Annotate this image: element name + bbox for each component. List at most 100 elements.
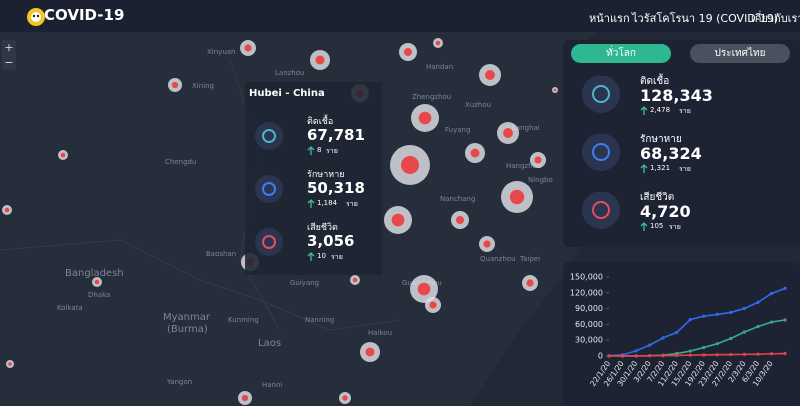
stat-value: 3,056 <box>307 232 355 250</box>
point <box>620 354 625 358</box>
icon-bg <box>582 192 620 229</box>
popup: Hubei - China ติดเชื้อ 67,781 8 ราย รักษาหาย… <box>245 82 382 275</box>
stat-value: 4,720 <box>640 202 691 221</box>
point <box>648 354 652 358</box>
point <box>729 310 733 315</box>
case-bubble-core <box>342 395 348 401</box>
case-bubble-core <box>241 394 249 402</box>
nav-link[interactable]: หน้าแรก <box>589 12 630 25</box>
place-label: Hangzhou <box>506 162 541 170</box>
stat-value: 67,781 <box>307 126 365 144</box>
place-label: Nanning <box>305 316 334 324</box>
point <box>675 353 679 358</box>
place-label: Dhaka <box>88 291 110 299</box>
point <box>769 320 774 324</box>
point <box>742 330 746 334</box>
zoom-in[interactable]: + <box>4 41 14 54</box>
up-arrow <box>307 199 315 208</box>
y-tick-label: 30,000 <box>575 336 603 345</box>
case-bubble-core <box>418 111 432 125</box>
place-label: Kunming <box>228 316 259 324</box>
point <box>756 300 760 304</box>
stat-label: เสียชีวิต <box>307 223 338 233</box>
point <box>648 343 652 347</box>
chart: 030,00060,00090,000120,000150,00022/1/20… <box>570 273 787 388</box>
point <box>607 354 611 358</box>
stat-unit: ราย <box>679 165 691 173</box>
place-label: Handan <box>426 63 453 71</box>
stat-icon <box>582 192 620 229</box>
stat-value: 50,318 <box>307 179 365 197</box>
zoom-out[interactable]: − <box>4 56 14 69</box>
place-label: Bangladesh <box>65 268 124 279</box>
stat-label: รักษาหาย <box>640 134 682 145</box>
point <box>688 353 692 357</box>
case-bubble-core <box>8 362 12 366</box>
logo-text[interactable]: COVID-19 <box>44 6 125 24</box>
case-bubble-core <box>365 347 375 357</box>
stat-icon <box>582 134 620 171</box>
point <box>729 352 733 357</box>
point <box>769 291 774 296</box>
icon-bg <box>255 122 283 150</box>
place-label: (Burma) <box>167 324 208 335</box>
case-bubble-core <box>534 156 542 164</box>
place-label: Xinyuan <box>207 48 235 56</box>
up-arrow <box>640 164 648 173</box>
point <box>756 324 760 329</box>
case-bubble-core <box>315 55 325 65</box>
stat-change: 10 <box>317 252 326 260</box>
icon-glyph <box>592 201 610 219</box>
place-label: Fuyang <box>445 126 470 134</box>
point <box>702 353 706 357</box>
icon-bg <box>255 228 283 256</box>
stat-change: 8 <box>317 146 322 154</box>
up-arrow <box>307 252 315 261</box>
point <box>702 314 706 318</box>
tab-thailand[interactable]: ประเทศไทย <box>690 44 790 63</box>
icon-glyph <box>262 235 276 249</box>
icon-bg <box>582 76 620 113</box>
header: COVID-19 หน้าแรก ไวรัสโคโรนา 19 (COVID-1… <box>0 0 800 32</box>
stat-change: 1,321 <box>650 164 671 172</box>
y-tick-label: 60,000 <box>575 320 603 329</box>
tab-world[interactable]: ทั่วโลก <box>571 44 671 63</box>
point <box>688 318 692 322</box>
case-bubble-core <box>94 279 100 285</box>
stat-label: ติดเชื้อ <box>640 76 670 87</box>
point <box>675 330 679 335</box>
icon-glyph <box>592 143 610 161</box>
point <box>661 336 665 340</box>
arrow <box>640 222 648 231</box>
stats-panel: ทั่วโลก ประเทศไทย ติดเชื้อ 128,343 2,478 รา… <box>563 40 800 247</box>
stat-label: รักษาหาย <box>307 170 345 180</box>
case-bubble-core <box>60 152 66 158</box>
point <box>634 354 638 358</box>
point <box>742 352 746 356</box>
chart-card: 0 30,000 60,000 90,000 120,000 150,000 22/1/20… <box>563 262 800 406</box>
place-label: Myanmar <box>163 312 211 323</box>
stat-icon <box>255 122 283 150</box>
point <box>715 312 719 317</box>
up-arrow <box>640 106 648 115</box>
case-bubble-core <box>352 277 358 283</box>
y-tick-label: 120,000 <box>570 288 603 297</box>
case-bubble-core <box>244 44 252 52</box>
case-bubble-core <box>171 81 179 89</box>
point <box>769 352 774 356</box>
case-bubble-core <box>401 156 419 174</box>
arrow <box>640 164 648 173</box>
stat-icon <box>255 228 283 256</box>
place-label: Laos <box>258 338 281 349</box>
nav-link[interactable]: ไวรัสโคโรนา 19 (COVID-19) <box>632 12 779 25</box>
place-label: Shanghai <box>507 124 540 132</box>
arrow <box>307 252 315 261</box>
arrow <box>307 146 315 155</box>
case-bubble-core <box>435 40 441 46</box>
case-bubble-core <box>403 47 413 57</box>
place-label: Quanzhou <box>480 255 516 263</box>
logo-icon <box>27 8 45 26</box>
nav-link[interactable]: เกี่ยวกับเรา <box>751 12 800 25</box>
popup-title: Hubei - China <box>249 88 325 99</box>
